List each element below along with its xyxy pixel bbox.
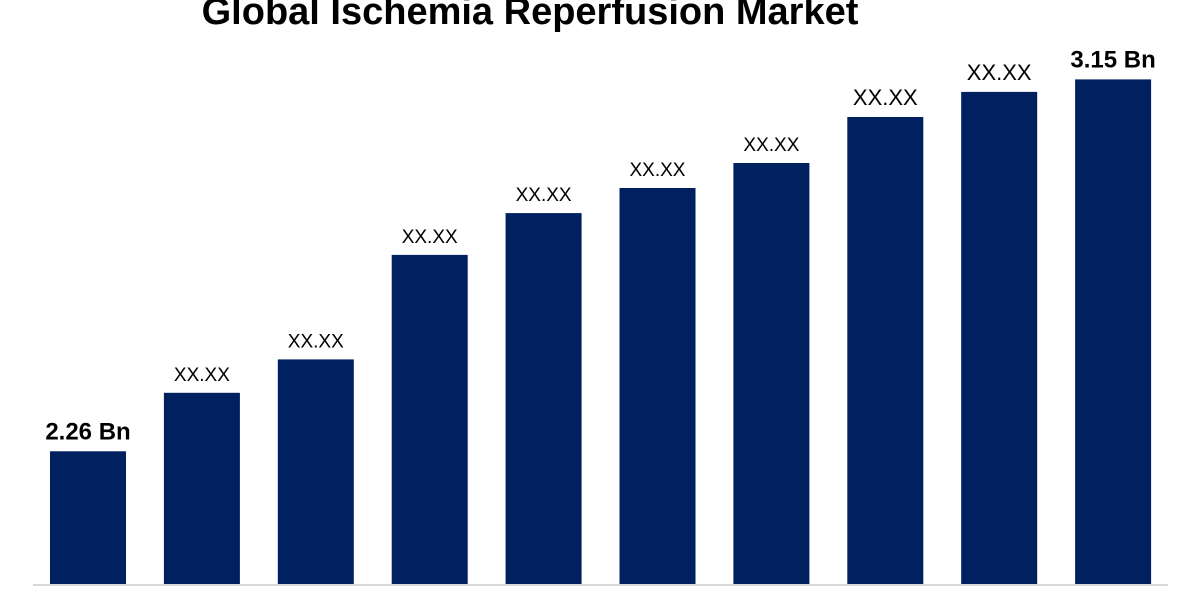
data-label-4: XX.XX bbox=[402, 227, 458, 248]
data-label-5: XX.XX bbox=[516, 185, 572, 206]
data-label-1: 2.26 Bn bbox=[45, 418, 130, 445]
bar-8 bbox=[847, 117, 924, 585]
bar-6 bbox=[619, 188, 696, 585]
data-label-8: XX.XX bbox=[853, 85, 918, 110]
data-label-6: XX.XX bbox=[630, 160, 686, 181]
bar-10 bbox=[1075, 79, 1152, 586]
data-labels: 2.26 Bn XX.XX XX.XX XX.XX XX.XX XX.XX XX.XX XX.… bbox=[45, 46, 1155, 445]
bar-5 bbox=[505, 213, 582, 585]
data-label-2: XX.XX bbox=[174, 365, 230, 386]
bar-2 bbox=[163, 392, 240, 585]
bars bbox=[50, 79, 1152, 586]
data-label-7: XX.XX bbox=[743, 135, 799, 156]
bar-9 bbox=[961, 91, 1038, 586]
bar-7 bbox=[733, 163, 810, 585]
data-label-9: XX.XX bbox=[967, 60, 1032, 85]
data-label-10: 3.15 Bn bbox=[1070, 46, 1155, 73]
data-label-3: XX.XX bbox=[288, 331, 344, 352]
bar-4 bbox=[391, 254, 468, 585]
chart-title: Global Ischemia Reperfusion Market bbox=[202, 0, 859, 33]
bar-1 bbox=[50, 451, 126, 585]
bar-3 bbox=[277, 359, 354, 585]
